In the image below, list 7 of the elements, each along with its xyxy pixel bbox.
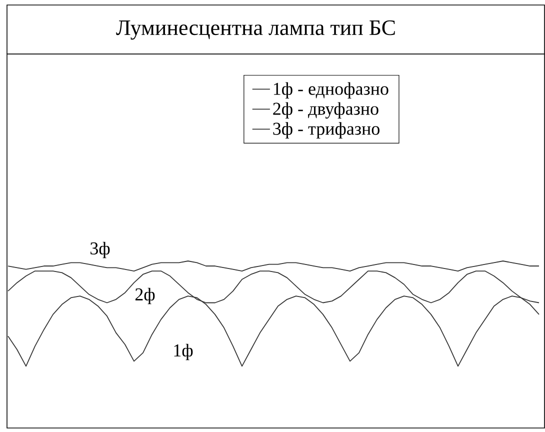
text: 3ф xyxy=(90,242,110,258)
legend-label: 2ф - двуфазно xyxy=(273,102,378,119)
legend-label: 3ф - трифазно xyxy=(273,122,380,138)
legend-label: 1ф - еднофазно xyxy=(274,82,388,99)
chart-title: Луминесцентна лампа тип БС xyxy=(116,20,395,40)
annotation: 2ф xyxy=(135,288,155,304)
annotation: 1ф xyxy=(174,344,193,360)
